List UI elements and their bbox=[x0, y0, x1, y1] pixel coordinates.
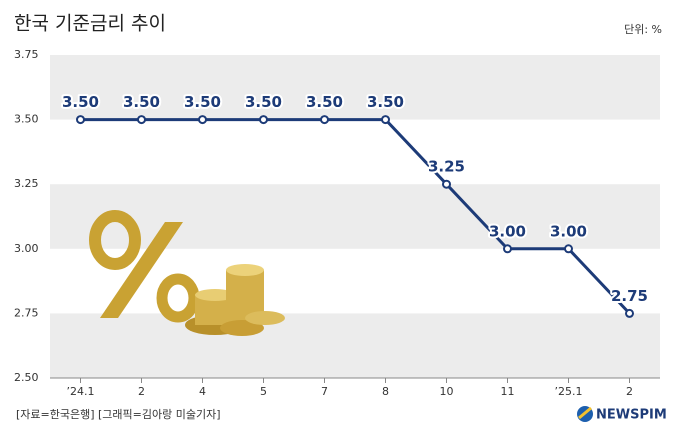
marker bbox=[564, 244, 573, 254]
x-tick-label: 11 bbox=[501, 385, 515, 398]
y-tick-label: 3.50 bbox=[14, 113, 39, 126]
x-tick-label: 7 bbox=[321, 385, 328, 398]
grid-band bbox=[50, 55, 660, 120]
value-label: 3.50 bbox=[245, 93, 282, 111]
x-tick-label: 2 bbox=[138, 385, 145, 398]
x-tick-label: 5 bbox=[260, 385, 267, 398]
x-tick-label: ’24.1 bbox=[67, 385, 95, 398]
logo: NEWSPIM bbox=[596, 408, 667, 423]
plot-bands bbox=[50, 55, 660, 378]
marker bbox=[259, 115, 268, 125]
unit-label: 단위: % bbox=[624, 23, 662, 36]
y-tick-label: 2.75 bbox=[14, 306, 39, 319]
value-label: 3.50 bbox=[123, 93, 160, 111]
value-label: 2.75 bbox=[611, 287, 648, 305]
x-tick-label: 2 bbox=[626, 385, 633, 398]
y-tick-label: 3.75 bbox=[14, 48, 39, 61]
marker bbox=[381, 115, 390, 125]
value-label: 3.50 bbox=[62, 93, 99, 111]
chart-title: 한국 기준금리 추이 bbox=[14, 13, 166, 35]
logo-icon bbox=[578, 406, 592, 420]
value-label: 3.50 bbox=[306, 93, 343, 111]
x-tick-label: ’25.1 bbox=[555, 385, 583, 398]
marker bbox=[625, 308, 634, 318]
marker bbox=[320, 115, 329, 125]
value-label: 3.00 bbox=[489, 222, 526, 240]
value-label: 3.25 bbox=[428, 158, 465, 176]
marker bbox=[76, 115, 85, 125]
x-tick-label: 8 bbox=[382, 385, 389, 398]
y-tick-label: 2.50 bbox=[14, 371, 39, 384]
value-label: 3.50 bbox=[367, 93, 404, 111]
marker bbox=[137, 115, 146, 125]
line bbox=[80, 118, 631, 315]
y-tick-label: 3.00 bbox=[14, 242, 39, 255]
value-label: 3.00 bbox=[550, 222, 587, 240]
x-tick-label: 4 bbox=[199, 385, 206, 398]
coins-illustration bbox=[89, 210, 285, 336]
y-tick-label: 3.25 bbox=[14, 177, 39, 190]
x-tick-label: 10 bbox=[440, 385, 454, 398]
grid-band bbox=[50, 313, 660, 378]
marker bbox=[198, 115, 207, 125]
source-note: [자료=한국은행] [그래픽=김아랑 미술기자] bbox=[16, 408, 221, 421]
marker bbox=[503, 244, 512, 254]
grid-band bbox=[50, 184, 660, 249]
marker bbox=[442, 179, 451, 189]
value-label: 3.50 bbox=[184, 93, 221, 111]
